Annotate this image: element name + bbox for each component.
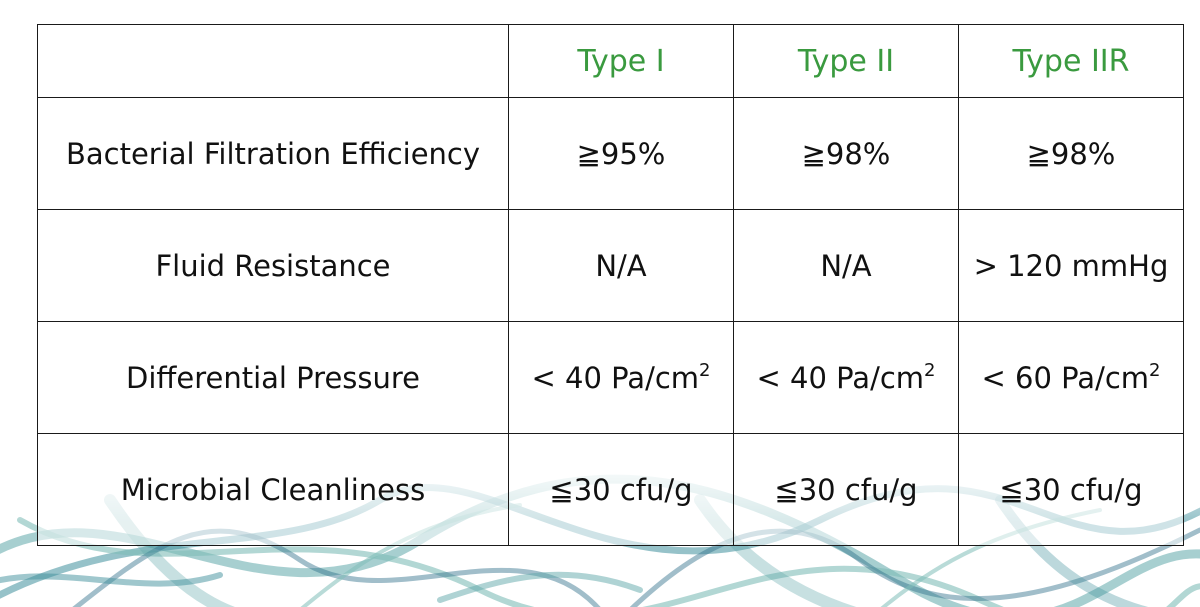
unit-superscript: 2	[699, 359, 711, 381]
mask-type-spec-table: Type I Type II Type IIR Bacterial Filtra…	[37, 24, 1184, 546]
cell-value: ≦30 cfu/g	[733, 433, 959, 546]
header-type-ii: Type II	[733, 24, 959, 98]
table-row: Differential Pressure < 40 Pa/cm2 < 40 P…	[37, 321, 1184, 434]
table-header-row: Type I Type II Type IIR	[37, 24, 1184, 98]
value-text: < 60 Pa/cm	[981, 360, 1150, 395]
value-text: < 40 Pa/cm	[756, 360, 925, 395]
cell-value: N/A	[733, 209, 959, 322]
row-label-microbial-cleanliness: Microbial Cleanliness	[37, 433, 509, 546]
value-text: < 40 Pa/cm	[531, 360, 700, 395]
table-row: Microbial Cleanliness ≦30 cfu/g ≦30 cfu/…	[37, 433, 1184, 546]
unit-superscript: 2	[1149, 359, 1161, 381]
cell-value: < 60 Pa/cm2	[958, 321, 1184, 434]
row-label-fluid-resistance: Fluid Resistance	[37, 209, 509, 322]
unit-superscript: 2	[924, 359, 936, 381]
cell-value: ≧98%	[733, 97, 959, 210]
cell-value: < 40 Pa/cm2	[733, 321, 959, 434]
cell-value: > 120 mmHg	[958, 209, 1184, 322]
header-type-i: Type I	[508, 24, 734, 98]
header-corner-cell	[37, 24, 509, 98]
cell-value: N/A	[508, 209, 734, 322]
row-label-bfe: Bacterial Filtration Efficiency	[37, 97, 509, 210]
header-type-iir: Type IIR	[958, 24, 1184, 98]
cell-value: ≧98%	[958, 97, 1184, 210]
cell-value: ≧95%	[508, 97, 734, 210]
cell-value: ≦30 cfu/g	[508, 433, 734, 546]
cell-value: ≦30 cfu/g	[958, 433, 1184, 546]
table-row: Bacterial Filtration Efficiency ≧95% ≧98…	[37, 97, 1184, 210]
table-row: Fluid Resistance N/A N/A > 120 mmHg	[37, 209, 1184, 322]
row-label-differential-pressure: Differential Pressure	[37, 321, 509, 434]
cell-value: < 40 Pa/cm2	[508, 321, 734, 434]
